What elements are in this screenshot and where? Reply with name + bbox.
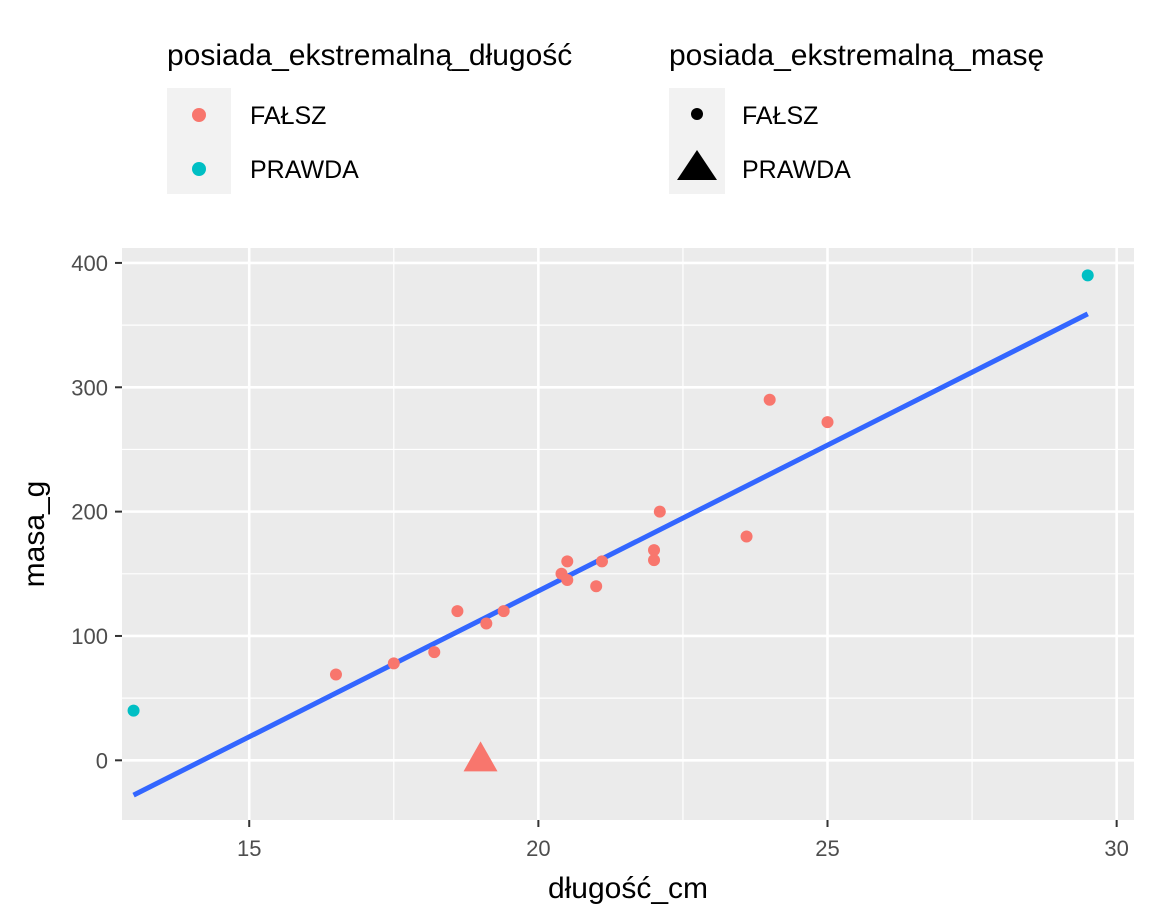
- y-tick-label: 300: [71, 375, 108, 400]
- x-axis: 15 20 25 30: [237, 820, 1129, 861]
- legend-title-dlugosc: posiada_ekstremalną_długość: [167, 39, 572, 72]
- data-point: [127, 704, 140, 717]
- major-gridlines: [122, 248, 1134, 820]
- data-point: [497, 605, 510, 618]
- y-axis: 0 100 200 300 400: [71, 251, 122, 773]
- data-point: [1081, 269, 1094, 282]
- y-tick-label: 200: [71, 500, 108, 525]
- data-point: [590, 580, 603, 593]
- data-point: [648, 554, 661, 567]
- y-tick-label: 100: [71, 624, 108, 649]
- data-point: [595, 555, 608, 568]
- legend-masa: posiada_ekstremalną_masę FAŁSZ PRAWDA: [669, 39, 1044, 194]
- legend-key-prawda-color: [192, 162, 206, 176]
- legend-dlugosc: posiada_ekstremalną_długość FAŁSZ PRAWDA: [167, 39, 572, 194]
- legend-key-prawda-shape: [677, 150, 717, 180]
- data-point: [763, 393, 776, 406]
- legend-keys-background-dlugosc: [167, 88, 231, 194]
- data-point: [740, 530, 753, 543]
- data-point: [451, 605, 464, 618]
- x-tick-label: 30: [1104, 836, 1128, 861]
- minor-gridlines: [122, 248, 1134, 820]
- y-axis-title: masa_g: [18, 481, 51, 588]
- x-axis-title: długość_cm: [548, 872, 708, 905]
- x-tick-label: 15: [237, 836, 261, 861]
- data-point: [428, 646, 441, 659]
- y-tick-label: 0: [96, 748, 108, 773]
- data-points: [127, 269, 1094, 772]
- data-point: [648, 544, 661, 557]
- plot-panel: [122, 248, 1134, 820]
- data-point: [561, 555, 574, 568]
- trend-line-group: [132, 311, 1089, 798]
- x-tick-label: 25: [815, 836, 839, 861]
- y-tick-label: 400: [71, 251, 108, 276]
- data-point: [480, 617, 493, 630]
- data-point-triangle: [463, 741, 498, 772]
- trend-line: [132, 311, 1089, 798]
- data-point: [653, 505, 666, 518]
- legend-key-falsz-shape: [691, 108, 703, 120]
- legend-label-prawda-masa: PRAWDA: [742, 156, 851, 184]
- legend-label-prawda-dlugosc: PRAWDA: [250, 156, 359, 184]
- data-point: [329, 668, 342, 681]
- legend-label-falsz-masa: FAŁSZ: [742, 102, 818, 130]
- legend-label-falsz-dlugosc: FAŁSZ: [250, 102, 326, 130]
- legend-title-masa: posiada_ekstremalną_masę: [669, 39, 1044, 72]
- legend-key-falsz-color: [192, 108, 206, 122]
- data-point: [821, 416, 834, 429]
- data-point: [387, 657, 400, 670]
- x-tick-label: 20: [526, 836, 550, 861]
- data-point: [561, 574, 574, 587]
